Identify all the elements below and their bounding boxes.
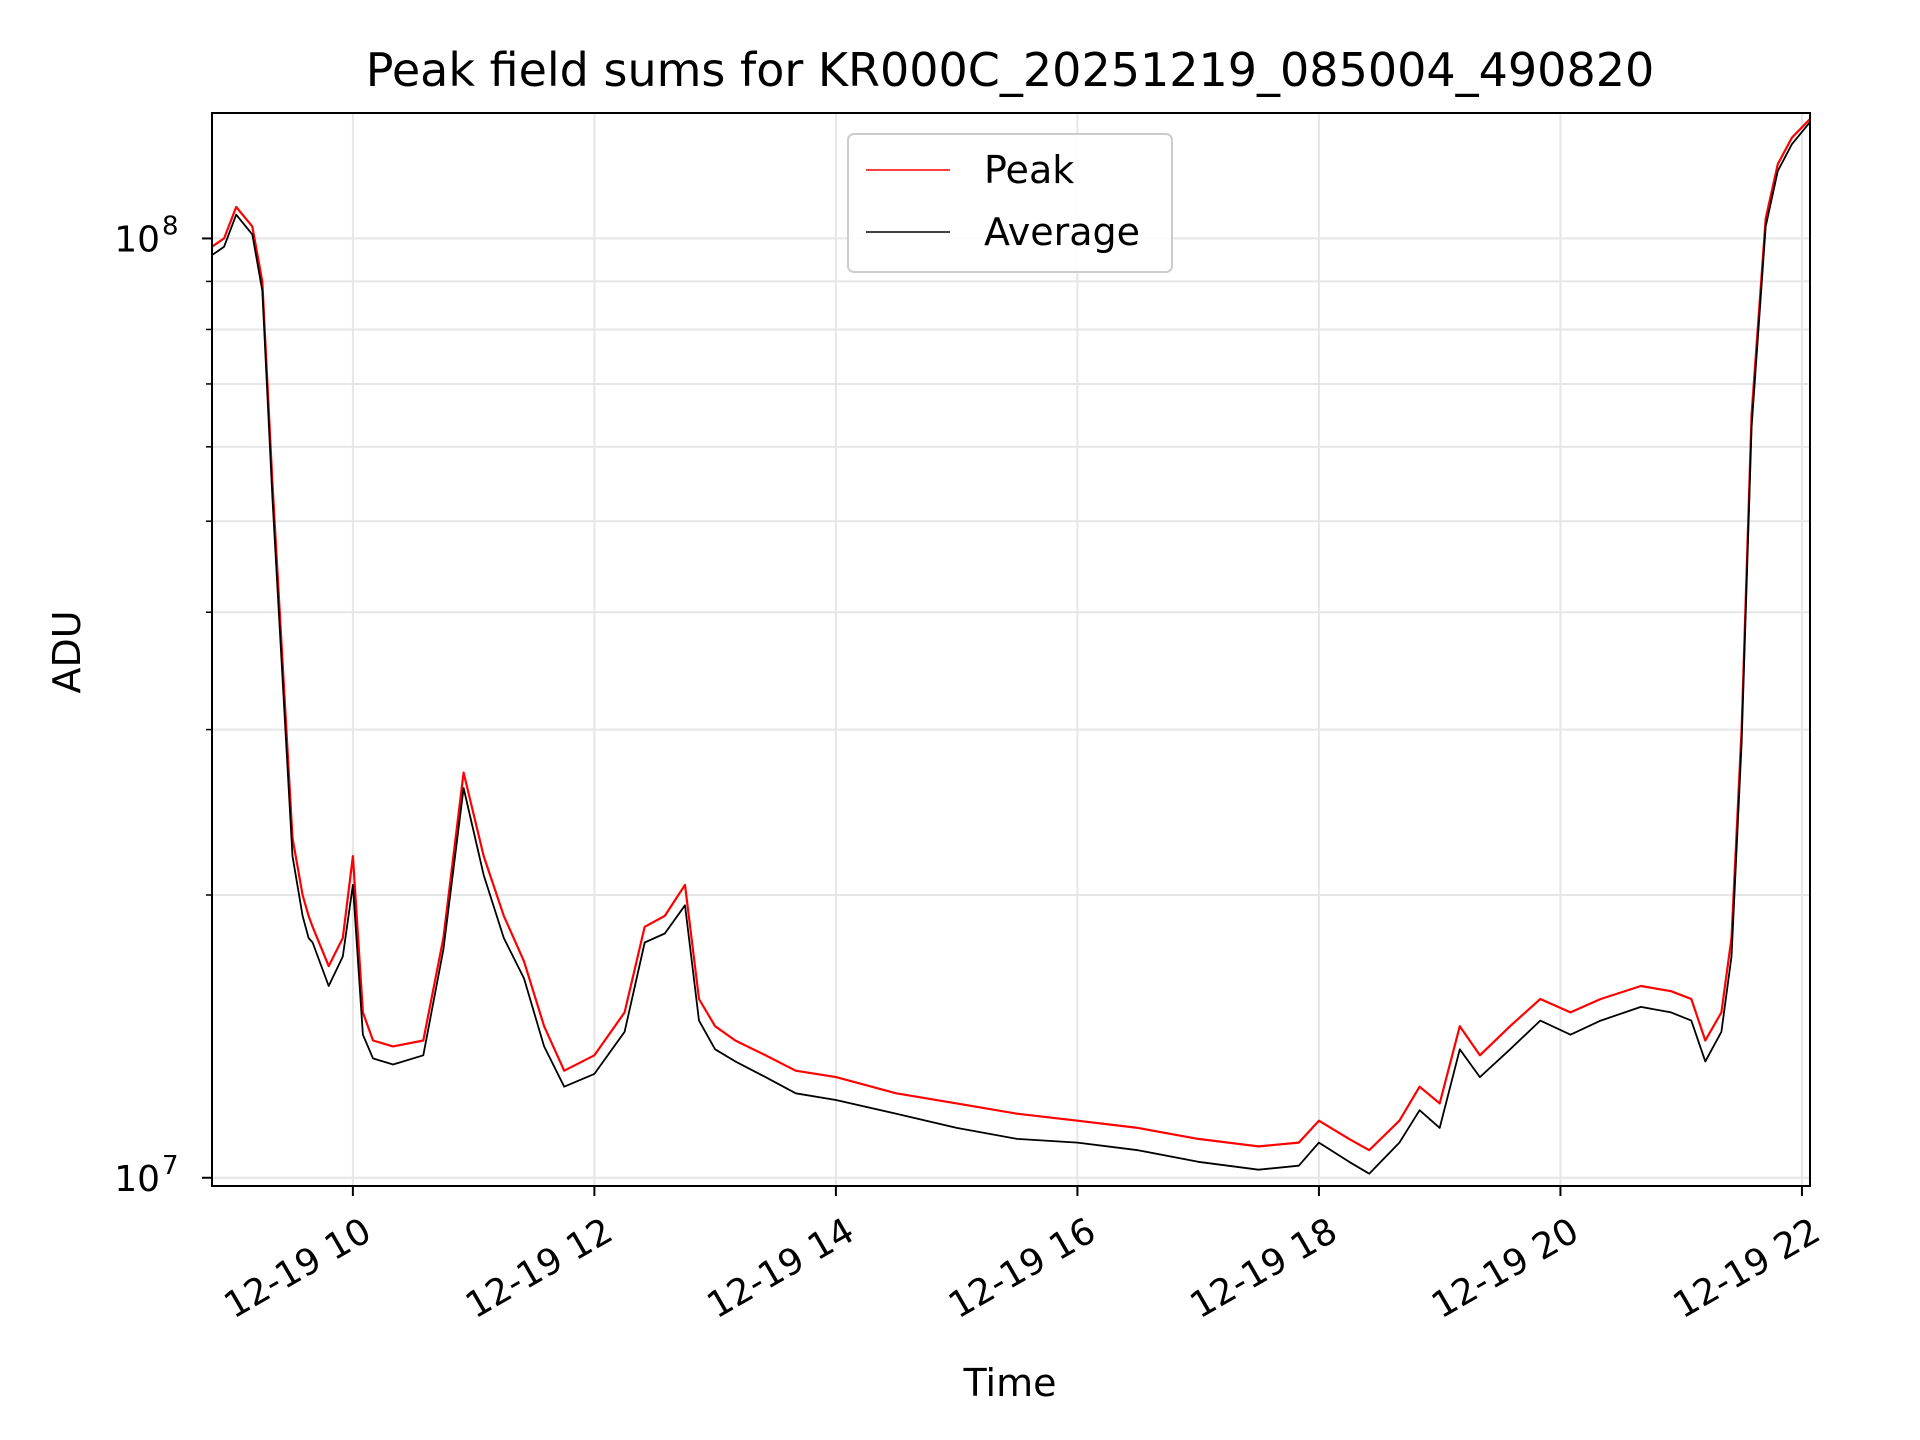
series-layer (211, 118, 1811, 1175)
y-axis-label: ADU (45, 610, 89, 693)
y-tick-exponent: 8 (162, 211, 179, 241)
series-line-peak (211, 118, 1811, 1152)
legend-box (847, 133, 1173, 273)
y-tick-label: 10 (114, 1159, 160, 1200)
plot-frame (211, 112, 1811, 1187)
legend: Peak Average (847, 133, 1173, 273)
y-tick-label: 10 (114, 219, 160, 260)
series-line-average (211, 121, 1811, 1175)
x-axis-label: Time (963, 1361, 1057, 1405)
grid-layer (212, 113, 1810, 1186)
legend-label-average: Average (984, 210, 1140, 254)
chart-title: Peak field sums for KR000C_20251219_0850… (366, 43, 1655, 97)
y-tick-exponent: 7 (162, 1151, 179, 1181)
legend-label-peak: Peak (984, 148, 1074, 192)
